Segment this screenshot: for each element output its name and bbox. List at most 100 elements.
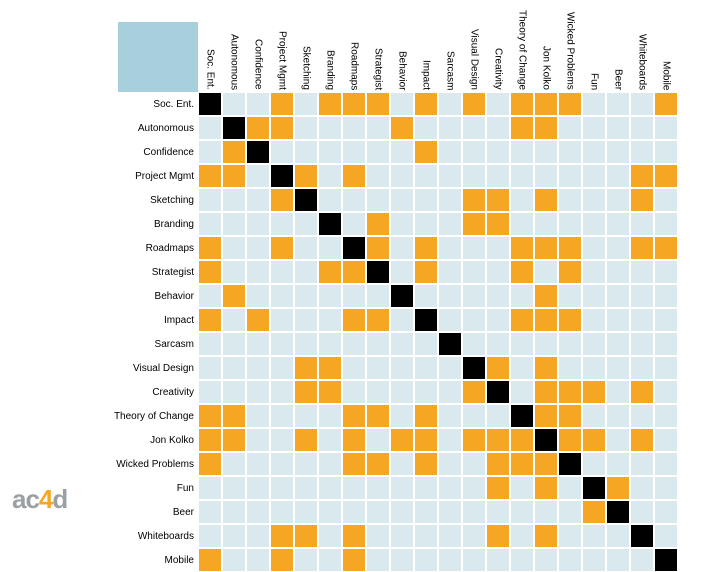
cell-marked bbox=[582, 428, 606, 452]
cell-empty bbox=[654, 140, 678, 164]
cell-empty bbox=[294, 404, 318, 428]
cell-empty bbox=[198, 380, 222, 404]
cell-empty bbox=[534, 332, 558, 356]
cell-marked bbox=[534, 188, 558, 212]
row-label: Project Mgmt bbox=[118, 164, 198, 188]
cell-empty bbox=[630, 452, 654, 476]
col-header: Whiteboards bbox=[630, 22, 654, 92]
cell-marked bbox=[630, 164, 654, 188]
cell-empty bbox=[198, 476, 222, 500]
matrix-row: Creativity bbox=[118, 380, 678, 404]
cell-marked bbox=[558, 92, 582, 116]
cell-marked bbox=[342, 260, 366, 284]
cell-empty bbox=[630, 140, 654, 164]
cell-empty bbox=[366, 332, 390, 356]
cell-empty bbox=[270, 332, 294, 356]
cell-empty bbox=[222, 500, 246, 524]
cell-empty bbox=[654, 332, 678, 356]
matrix-row: Autonomous bbox=[118, 116, 678, 140]
cell-empty bbox=[630, 404, 654, 428]
col-header: Sarcasm bbox=[438, 22, 462, 92]
cell-empty bbox=[558, 284, 582, 308]
cell-marked bbox=[534, 284, 558, 308]
cell-marked bbox=[486, 188, 510, 212]
cell-marked bbox=[462, 212, 486, 236]
cell-empty bbox=[198, 140, 222, 164]
cell-empty bbox=[438, 452, 462, 476]
cell-empty bbox=[438, 284, 462, 308]
cell-empty bbox=[318, 428, 342, 452]
cell-empty bbox=[510, 476, 534, 500]
cell-empty bbox=[366, 356, 390, 380]
cell-empty bbox=[582, 404, 606, 428]
cell-marked bbox=[534, 308, 558, 332]
cell-marked bbox=[606, 476, 630, 500]
cell-empty bbox=[654, 476, 678, 500]
cell-marked bbox=[294, 356, 318, 380]
cell-empty bbox=[630, 92, 654, 116]
cell-empty bbox=[270, 428, 294, 452]
col-header: Impact bbox=[414, 22, 438, 92]
cell-marked bbox=[630, 188, 654, 212]
col-header: Soc. Ent. bbox=[198, 22, 222, 92]
cell-marked bbox=[558, 428, 582, 452]
cell-empty bbox=[582, 188, 606, 212]
cell-marked bbox=[462, 428, 486, 452]
cell-empty bbox=[366, 116, 390, 140]
cell-empty bbox=[534, 500, 558, 524]
cell-empty bbox=[654, 452, 678, 476]
cell-diagonal bbox=[198, 92, 222, 116]
cell-empty bbox=[438, 356, 462, 380]
cell-empty bbox=[414, 524, 438, 548]
cell-empty bbox=[606, 284, 630, 308]
row-label: Roadmaps bbox=[118, 236, 198, 260]
cell-marked bbox=[222, 428, 246, 452]
cell-empty bbox=[534, 212, 558, 236]
cell-empty bbox=[270, 356, 294, 380]
cell-empty bbox=[462, 524, 486, 548]
cell-empty bbox=[606, 140, 630, 164]
col-header: Fun bbox=[582, 22, 606, 92]
cell-marked bbox=[534, 116, 558, 140]
cell-empty bbox=[606, 356, 630, 380]
matrix-row: Soc. Ent. bbox=[118, 92, 678, 116]
cell-empty bbox=[414, 476, 438, 500]
cell-diagonal bbox=[414, 308, 438, 332]
cell-marked bbox=[558, 308, 582, 332]
cell-empty bbox=[414, 380, 438, 404]
cell-empty bbox=[390, 188, 414, 212]
col-header: Creativity bbox=[486, 22, 510, 92]
matrix-row: Visual Design bbox=[118, 356, 678, 380]
cell-marked bbox=[222, 140, 246, 164]
cell-empty bbox=[630, 500, 654, 524]
cell-empty bbox=[246, 164, 270, 188]
cell-marked bbox=[198, 428, 222, 452]
cell-empty bbox=[294, 212, 318, 236]
cell-marked bbox=[222, 164, 246, 188]
cell-marked bbox=[198, 404, 222, 428]
cell-empty bbox=[222, 212, 246, 236]
cell-empty bbox=[606, 260, 630, 284]
cell-marked bbox=[366, 308, 390, 332]
cell-marked bbox=[534, 356, 558, 380]
cell-empty bbox=[390, 92, 414, 116]
row-label: Branding bbox=[118, 212, 198, 236]
cell-empty bbox=[318, 500, 342, 524]
cell-empty bbox=[630, 212, 654, 236]
matrix-row: Whiteboards bbox=[118, 524, 678, 548]
cell-empty bbox=[606, 92, 630, 116]
cell-empty bbox=[342, 140, 366, 164]
cell-empty bbox=[246, 380, 270, 404]
cell-marked bbox=[390, 116, 414, 140]
cell-marked bbox=[366, 212, 390, 236]
cell-empty bbox=[486, 284, 510, 308]
cell-marked bbox=[534, 452, 558, 476]
cell-empty bbox=[390, 500, 414, 524]
row-label: Sketching bbox=[118, 188, 198, 212]
cell-empty bbox=[366, 476, 390, 500]
cell-marked bbox=[366, 404, 390, 428]
cell-marked bbox=[318, 92, 342, 116]
cell-empty bbox=[630, 332, 654, 356]
cell-empty bbox=[390, 332, 414, 356]
cell-empty bbox=[294, 140, 318, 164]
